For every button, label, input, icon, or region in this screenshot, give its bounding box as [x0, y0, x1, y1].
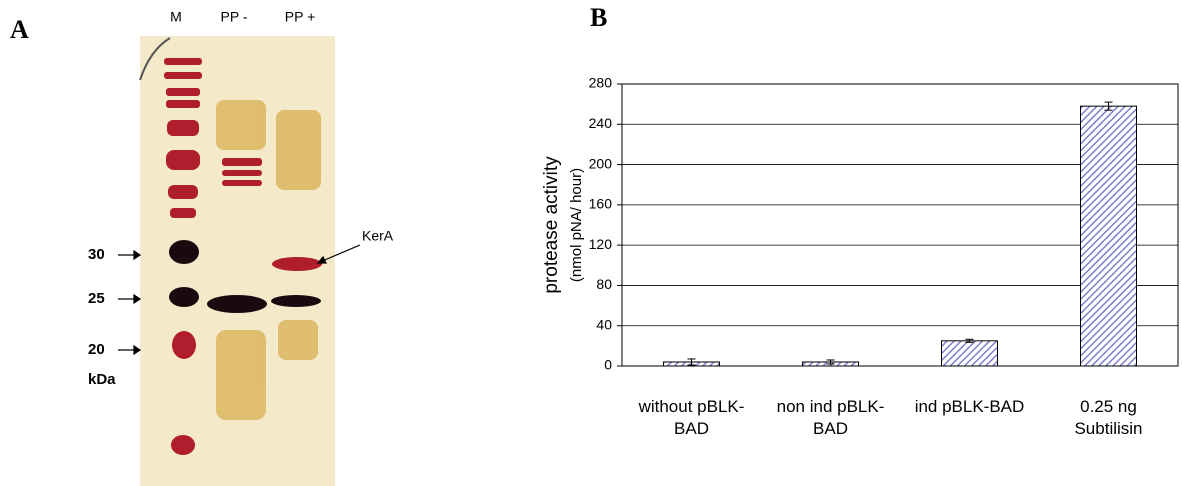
y-tick-label: 40 [596, 316, 612, 332]
lane-label: PP + [285, 9, 316, 25]
gel-image [139, 36, 335, 486]
bar [1080, 105, 1137, 367]
y-tick-label: 200 [589, 155, 613, 171]
plot-frame [621, 83, 1179, 367]
lane-label: PP - [221, 9, 248, 25]
marker-label: 20 [88, 341, 105, 358]
error-bar [826, 359, 835, 365]
marker-label: 25 [88, 290, 105, 307]
marker-label: 30 [88, 246, 105, 263]
y-tick-label: 120 [589, 236, 613, 252]
x-tick-label: without pBLK-BAD [638, 397, 745, 438]
annotation: KerA [362, 228, 394, 244]
error-bar [1104, 101, 1113, 111]
y-tick-label: 240 [589, 115, 613, 131]
x-tick-label: non ind pBLK-BAD [776, 397, 885, 438]
x-tick-label: ind pBLK-BAD [914, 397, 1025, 416]
y-tick-label: 280 [589, 75, 613, 91]
y-axis-label: protease activity [541, 156, 562, 294]
y-tick-label: 80 [596, 276, 612, 292]
y-tick-label: 160 [589, 196, 613, 212]
marker-arrows [118, 244, 361, 356]
error-bar [687, 358, 696, 366]
unit-label: kDa [88, 371, 116, 388]
y-tick-label: 0 [604, 357, 612, 373]
y-axis-unit: (nmol pNA/ hour) [568, 168, 585, 282]
x-tick-label: 0.25 ng Subtilisin [1074, 397, 1143, 438]
lane-label: M [170, 9, 182, 25]
panel-label: A [10, 15, 29, 44]
panel-label: B [590, 3, 607, 32]
bar [941, 340, 998, 367]
error-bar [965, 338, 974, 343]
